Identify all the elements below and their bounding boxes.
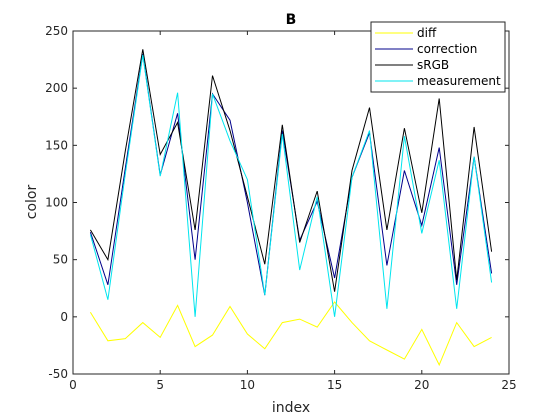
x-tick-label: 10 — [240, 378, 255, 392]
y-tick-label: 0 — [60, 310, 68, 324]
series-lines — [89, 49, 493, 367]
y-tick-label: -50 — [48, 367, 68, 381]
y-tick-label: 150 — [45, 138, 68, 152]
legend-entry-correction: correction — [417, 42, 477, 56]
x-tick-label: 25 — [501, 378, 516, 392]
legend-box — [370, 21, 506, 93]
y-tick-label: 50 — [53, 253, 68, 267]
legend: diff correction sRGB measurement — [370, 21, 506, 93]
x-tick-label: 0 — [69, 378, 77, 392]
x-tick-label: 5 — [156, 378, 164, 392]
x-tick-label: 20 — [414, 378, 429, 392]
y-axis-label: color — [24, 185, 40, 220]
series-line-srgb — [89, 49, 493, 292]
legend-entry-diff: diff — [417, 26, 437, 40]
y-tick-label: 250 — [45, 24, 68, 38]
x-tick-label: 15 — [327, 378, 342, 392]
legend-entry-measurement: measurement — [417, 74, 501, 88]
x-axis-label: index — [272, 400, 310, 416]
series-line-diff — [89, 301, 492, 367]
series-line-measurement — [89, 54, 493, 317]
y-tick-label: 200 — [45, 81, 68, 95]
y-tick-label: 100 — [45, 196, 68, 210]
chart-title: B — [286, 12, 297, 28]
legend-entry-srgb: sRGB — [417, 58, 449, 72]
